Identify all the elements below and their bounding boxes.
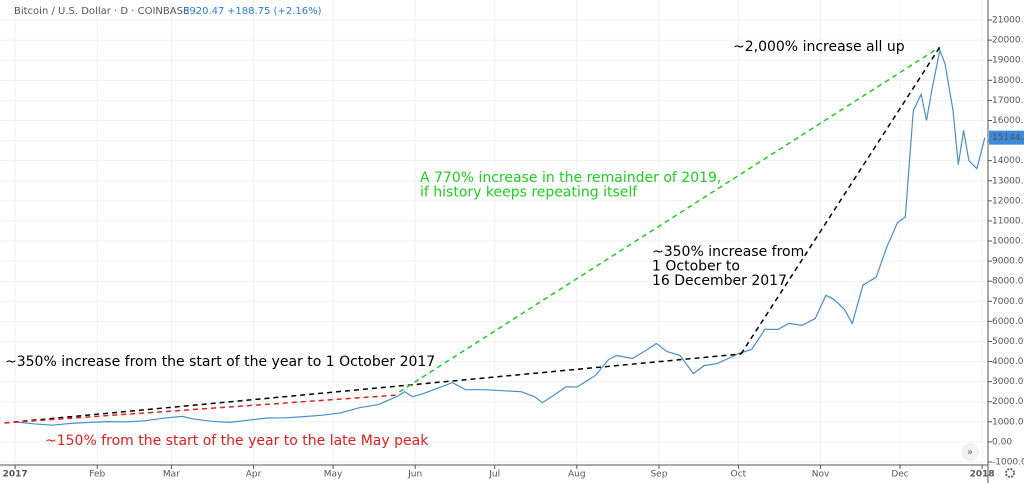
y-tick-label: 8000.00 <box>992 277 1024 287</box>
y-tick-label: 17000.00 <box>992 96 1024 106</box>
y-tick-label: 6000.00 <box>992 317 1024 327</box>
trend-line <box>4 394 400 424</box>
x-tick-label: May <box>324 470 343 480</box>
annotation: ~350% increase from <box>652 244 804 260</box>
annotation: ~2,000% increase all up <box>733 39 905 55</box>
x-tick-label: Apr <box>246 470 262 480</box>
x-tick-label: Aug <box>568 470 586 480</box>
grid <box>0 0 988 465</box>
y-tick-label: 11000.00 <box>992 216 1024 226</box>
y-tick-label: 12000.00 <box>992 196 1024 206</box>
annotation: ~350% increase from the start of the yea… <box>5 354 435 370</box>
y-tick-label: 2000.00 <box>992 397 1024 407</box>
price-label-box <box>989 130 1024 145</box>
y-tick-label: 16000.00 <box>992 116 1024 126</box>
annotation: if history keeps repeating itself <box>420 185 638 201</box>
y-tick-label: 5000.00 <box>992 337 1024 347</box>
y-tick-label: 10000.00 <box>992 237 1024 247</box>
y-tick-label: 18000.00 <box>992 76 1024 86</box>
annotation: A 770% increase in the remainder of 2019… <box>420 170 721 186</box>
symbol: Bitcoin / U.S. Dollar · D · COINBASE <box>14 6 189 17</box>
y-tick-label: 9000.00 <box>992 257 1024 267</box>
y-tick-label: 3000.00 <box>992 377 1024 387</box>
trend-line <box>398 46 941 393</box>
y-tick-label: 21000.00 <box>992 16 1024 26</box>
x-tick-label: 2017 <box>3 470 28 480</box>
y-tick-label: 20000.00 <box>992 36 1024 46</box>
settings-button[interactable] <box>1005 468 1015 478</box>
x-tick-label: Sep <box>650 470 667 480</box>
quote-change: +188.75 (+2.16%) <box>227 6 322 17</box>
price-label: 15144.99 <box>992 133 1024 143</box>
y-tick-label: 4000.00 <box>992 357 1024 367</box>
x-tick-label: Feb <box>89 470 105 480</box>
x-tick-label: 2018 <box>970 470 995 480</box>
y-tick-label: 1000.00 <box>992 417 1024 427</box>
annotation: ~150% from the start of the year to the … <box>45 433 429 449</box>
x-tick-label: Nov <box>812 470 830 480</box>
y-tick-label: 13000.00 <box>992 176 1024 186</box>
x-tick-label: Mar <box>163 470 180 480</box>
annotation: 16 December 2017 <box>652 273 787 289</box>
x-tick-label: Jul <box>488 470 500 480</box>
y-tick-label: 7000.00 <box>992 297 1024 307</box>
last-quote: 8920.47 <box>183 6 224 17</box>
svg-text:»: » <box>967 447 973 458</box>
annotation: 1 October to <box>652 259 740 275</box>
y-tick-label: -1000.00 <box>992 457 1024 467</box>
y-tick-label: 19000.00 <box>992 56 1024 66</box>
trend-line <box>4 353 742 424</box>
x-tick-label: Oct <box>731 470 747 480</box>
x-tick-label: Jun <box>407 470 422 480</box>
y-tick-label: 0.00 <box>992 437 1012 447</box>
trend-line <box>740 46 941 355</box>
scroll-button[interactable]: » <box>961 443 979 461</box>
price-line <box>15 48 986 426</box>
x-tick-label: Dec <box>891 470 908 480</box>
y-tick-label: 14000.00 <box>992 156 1024 166</box>
